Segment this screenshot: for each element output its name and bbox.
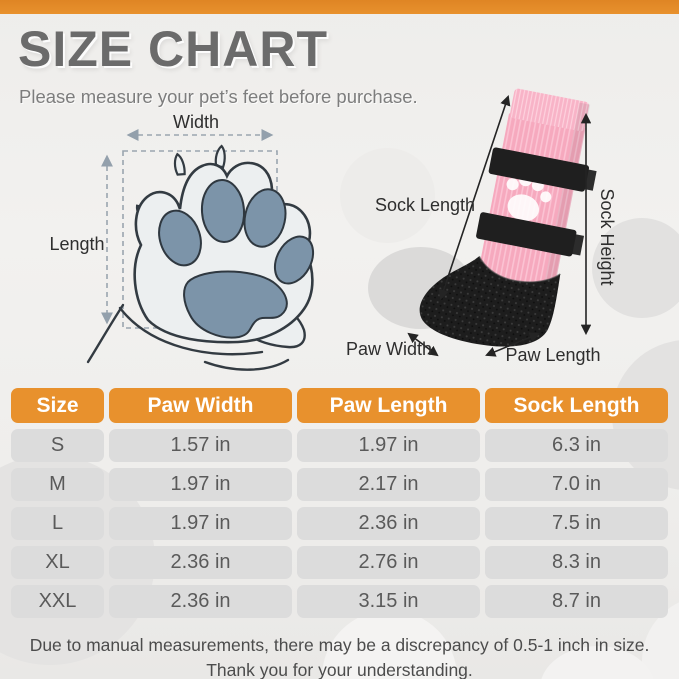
cell-size: L <box>11 507 104 540</box>
cell-paw-width: 2.36 in <box>109 585 292 618</box>
top-accent-bar <box>0 0 679 14</box>
watermark-paw-circle <box>592 218 679 318</box>
header-cell-size: Size <box>11 388 104 423</box>
paw-print-illustration <box>86 129 315 371</box>
header-cell-paw-width: Paw Width <box>109 388 292 423</box>
table-row-xxl: XXL 2.36 in 3.15 in 8.7 in <box>11 585 668 618</box>
page-title: SIZE CHART <box>18 21 328 77</box>
cell-size: M <box>11 468 104 501</box>
footer-note: Due to manual measurements, there may be… <box>0 633 679 679</box>
cell-paw-length: 2.76 in <box>297 546 480 579</box>
cell-paw-width: 1.97 in <box>109 507 292 540</box>
header-cell-paw-length: Paw Length <box>297 388 480 423</box>
paw-length-label: Paw Length <box>505 345 601 365</box>
table-row-m: M 1.97 in 2.17 in 7.0 in <box>11 468 668 501</box>
sock-height-label: Sock Height <box>597 188 617 286</box>
cell-size: XL <box>11 546 104 579</box>
watermark-paw-circle <box>340 148 435 243</box>
cell-size: XXL <box>11 585 104 618</box>
sock-length-label: Sock Length <box>374 195 476 215</box>
footer-line-1: Due to manual measurements, there may be… <box>29 635 650 655</box>
sock-measurement-diagram: Sock Length Sock Height Paw Width Paw Le… <box>335 85 679 380</box>
paw-measurement-diagram: Width Length <box>30 110 440 380</box>
cell-sock-length: 6.3 in <box>485 429 668 462</box>
paw-width-label: Paw Width <box>345 339 433 359</box>
header-cell-sock-length: Sock Length <box>485 388 668 423</box>
cell-paw-width: 1.57 in <box>109 429 292 462</box>
cell-sock-length: 8.7 in <box>485 585 668 618</box>
size-table: Size Paw Width Paw Length Sock Length S … <box>11 388 668 618</box>
cell-paw-width: 1.97 in <box>109 468 292 501</box>
cell-paw-width: 2.36 in <box>109 546 292 579</box>
width-label: Width <box>172 112 219 132</box>
table-row-s: S 1.57 in 1.97 in 6.3 in <box>11 429 668 462</box>
cell-size: S <box>11 429 104 462</box>
footer-line-2: Thank you for your understanding. <box>206 659 473 679</box>
cell-paw-length: 3.15 in <box>297 585 480 618</box>
cell-sock-length: 7.0 in <box>485 468 668 501</box>
table-header-row: Size Paw Width Paw Length Sock Length <box>11 388 668 423</box>
table-row-xl: XL 2.36 in 2.76 in 8.3 in <box>11 546 668 579</box>
cell-paw-length: 2.17 in <box>297 468 480 501</box>
cell-paw-length: 1.97 in <box>297 429 480 462</box>
length-label: Length <box>49 234 105 254</box>
cell-sock-length: 7.5 in <box>485 507 668 540</box>
cell-paw-length: 2.36 in <box>297 507 480 540</box>
page-subtitle: Please measure your pet’s feet before pu… <box>19 86 418 107</box>
cell-sock-length: 8.3 in <box>485 546 668 579</box>
dog-sock-illustration <box>407 88 597 357</box>
table-row-l: L 1.97 in 2.36 in 7.5 in <box>11 507 668 540</box>
